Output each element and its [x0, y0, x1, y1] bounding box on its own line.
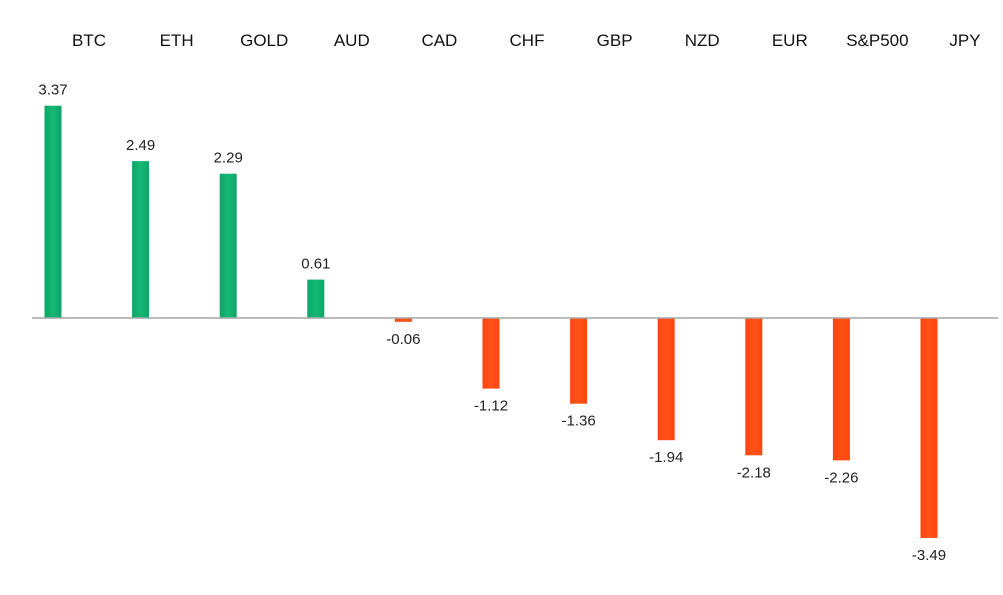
value-label-gold: 2.29	[214, 150, 243, 167]
value-label-gbp: -1.36	[561, 413, 595, 430]
category-label-gold: GOLD	[240, 31, 288, 50]
value-label-eth: 2.49	[126, 137, 155, 154]
bar-cad	[394, 318, 412, 322]
value-label-sp500: -2.26	[824, 469, 858, 486]
category-label-eur: EUR	[772, 31, 808, 50]
value-label-aud: 0.61	[301, 256, 330, 273]
category-label-eth: ETH	[160, 31, 194, 50]
bar-jpy	[920, 318, 938, 538]
value-label-btc: 3.37	[38, 82, 67, 99]
category-label-jpy: JPY	[949, 31, 980, 50]
category-label-aud: AUD	[334, 31, 370, 50]
bar-gold	[219, 173, 237, 318]
category-label-gbp: GBP	[597, 31, 633, 50]
value-label-jpy: -3.49	[912, 547, 946, 564]
bar-aud	[307, 279, 325, 318]
value-label-nzd: -1.94	[649, 449, 683, 466]
bar-btc	[44, 105, 62, 318]
value-labels: 3.37 2.49 2.29 0.61 -0.06 -1.12 -1.36 -1.94 -2.1…	[38, 82, 946, 564]
bar-gbp	[570, 318, 588, 404]
category-label-sp500: S&P500	[846, 31, 908, 50]
bar-sp500	[832, 318, 850, 461]
category-label-nzd: NZD	[685, 31, 720, 50]
bars	[44, 105, 938, 538]
value-label-chf: -1.12	[474, 398, 508, 415]
bar-eur	[745, 318, 763, 456]
category-label-cad: CAD	[421, 31, 457, 50]
bar-nzd	[657, 318, 675, 441]
bar-chf	[482, 318, 500, 389]
value-label-eur: -2.18	[737, 464, 771, 481]
category-label-chf: CHF	[510, 31, 545, 50]
category-label-btc: BTC	[72, 31, 106, 50]
value-label-cad: -0.06	[386, 331, 420, 348]
bar-eth	[132, 161, 150, 318]
category-labels: BTC ETH GOLD AUD CAD CHF GBP NZD EUR S&P500 JPY	[72, 31, 981, 50]
